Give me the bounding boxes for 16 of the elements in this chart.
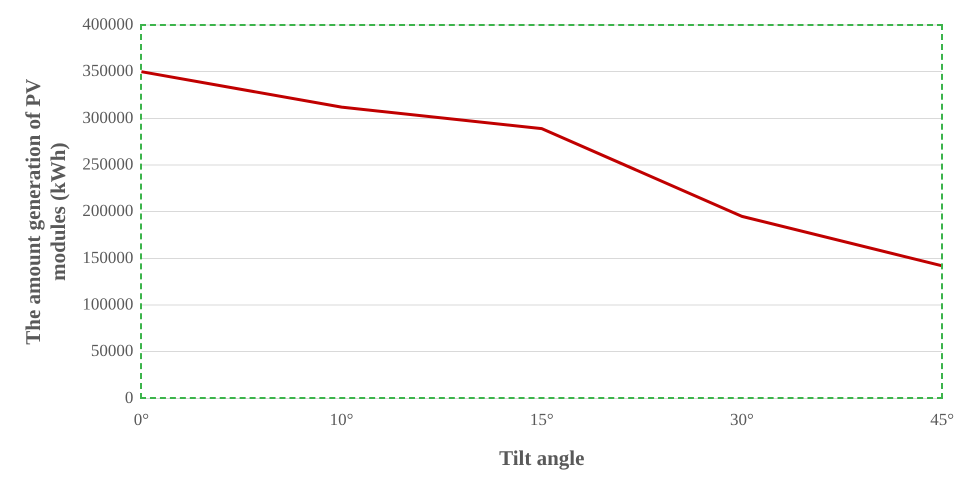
y-tick-label: 400000 <box>82 14 134 34</box>
x-tick-label: 0° <box>134 410 150 430</box>
y-tick-label: 100000 <box>82 294 134 314</box>
y-tick-label: 200000 <box>82 201 134 220</box>
x-tick-label: 15° <box>530 410 554 430</box>
y-axis-title: The amount generation of PV modules (kWh) <box>21 78 70 345</box>
y-tick-label: 150000 <box>82 248 134 267</box>
y-tick-label: 250000 <box>82 154 134 174</box>
x-tick-label: 45° <box>930 410 954 430</box>
y-tick-label: 0 <box>124 388 134 407</box>
y-tick-label: 50000 <box>90 341 134 360</box>
x-tick-label: 30° <box>730 410 754 430</box>
y-tick-label: 300000 <box>82 108 134 127</box>
y-tick-label: 350000 <box>82 61 134 80</box>
x-tick-label: 10° <box>330 410 354 430</box>
x-axis-title: Tilt angle <box>499 446 584 470</box>
